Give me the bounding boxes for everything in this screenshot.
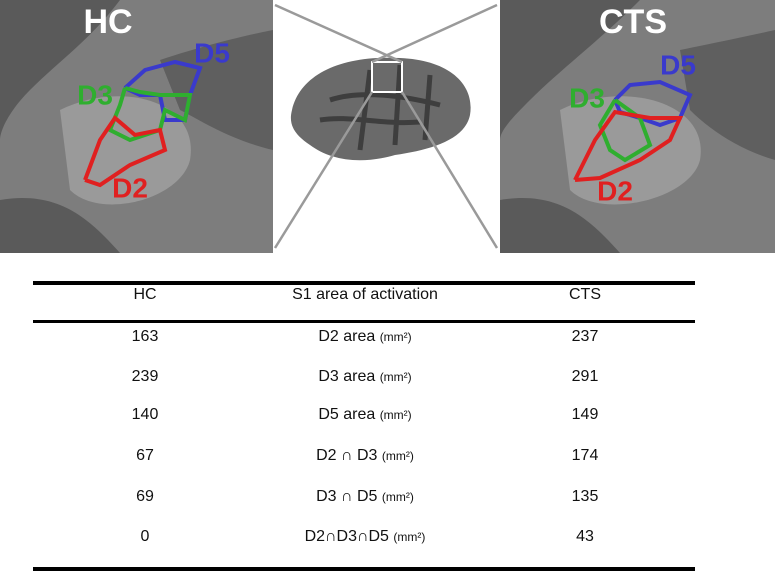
table-cell: D3 area (mm²) — [255, 368, 475, 386]
d2-label: D2 — [597, 175, 633, 206]
d5-label: D5 — [660, 49, 696, 80]
image-row: HC CTS D5 D3 D2 D5 D3 D2 — [0, 0, 775, 253]
area-label: D2 ∩ D3 — [316, 447, 378, 464]
table-rule — [33, 567, 695, 571]
table-cell: 135 — [571, 488, 599, 505]
table-cell: 237 — [571, 328, 599, 345]
area-label: D3 ∩ D5 — [316, 488, 378, 505]
d5-label: D5 — [194, 37, 230, 68]
table-cell: 239 — [131, 368, 159, 385]
unit: (mm²) — [381, 449, 414, 463]
table-cell: HC — [133, 286, 157, 303]
d3-label: D3 — [569, 82, 605, 113]
area-label: D5 area — [318, 406, 376, 423]
d2-label: D2 — [112, 172, 148, 203]
area-label: D3 area — [318, 368, 376, 385]
table-cell: S1 area of activation — [292, 286, 438, 303]
table-cell: 149 — [571, 406, 599, 423]
table-cell: 174 — [571, 447, 599, 464]
table-cell: D5 area (mm²) — [255, 406, 475, 424]
table-cell: 67 — [136, 447, 154, 464]
unit: (mm²) — [393, 530, 426, 544]
table-cell: D2 area (mm²) — [255, 328, 475, 346]
table-rule — [33, 281, 695, 285]
unit: (mm²) — [379, 370, 412, 384]
table-cell: 69 — [136, 488, 154, 505]
table-rule — [33, 320, 695, 323]
table-cell: D3 ∩ D5 (mm²) — [255, 488, 475, 506]
table-cell: 163 — [131, 328, 159, 345]
table-cell: 0 — [140, 528, 150, 545]
table-cell: D2∩D3∩D5 (mm²) — [255, 528, 475, 546]
area-label: D2 area — [318, 328, 376, 345]
table-cell: 291 — [571, 368, 599, 385]
hc-image — [0, 0, 273, 253]
table-cell: 43 — [576, 528, 594, 545]
brain — [273, 3, 499, 249]
unit: (mm²) — [379, 408, 412, 422]
unit: (mm²) — [381, 490, 414, 504]
panel-title: HC — [83, 3, 132, 41]
d3-label: D3 — [77, 79, 113, 110]
table-cell: D2 ∩ D3 (mm²) — [255, 447, 475, 465]
table-cell: CTS — [569, 286, 601, 303]
area-label: D2∩D3∩D5 — [304, 528, 389, 545]
cts-image — [500, 0, 775, 253]
unit: (mm²) — [379, 330, 412, 344]
panel-title: CTS — [599, 3, 667, 41]
table-cell: 140 — [131, 406, 159, 423]
